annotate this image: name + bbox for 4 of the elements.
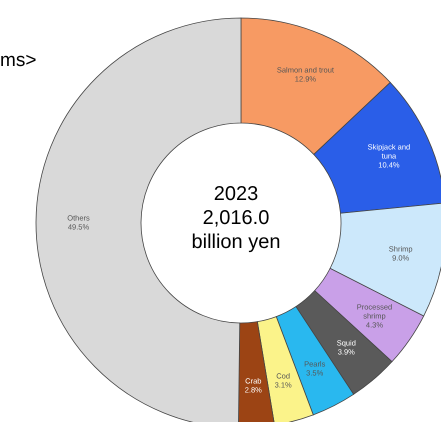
text: billion yen (192, 231, 280, 253)
text: ms> (0, 50, 36, 72)
text: 2023 (214, 183, 258, 205)
text: 2,016.0 (202, 207, 270, 229)
